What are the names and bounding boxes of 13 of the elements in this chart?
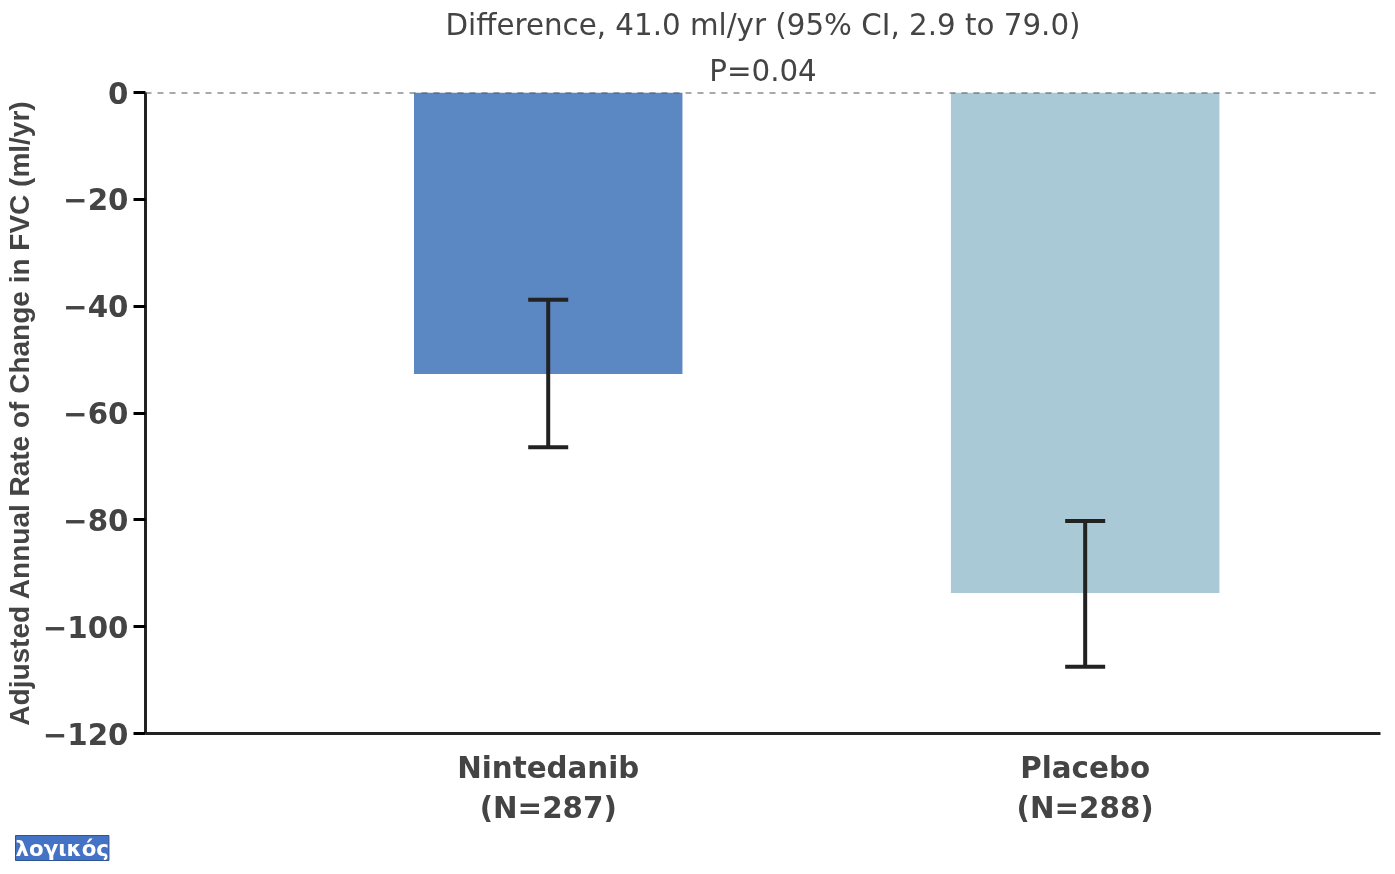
y-tick-label: −40 (63, 290, 129, 325)
x-tick-label: Placebo (N=288) (1016, 750, 1154, 826)
y-tick-label: −100 (42, 610, 129, 645)
y-tick-label: −80 (63, 503, 129, 538)
text: λογικός (15, 835, 109, 861)
chart-subtitle: P=0.04 (709, 53, 817, 88)
y-axis-title: Adjusted Annual Rate of Change in FVC (ml/yr) (3, 101, 35, 726)
x-tick-label: Nintedanib (N=287) (457, 750, 640, 826)
y-tick-label: −20 (63, 183, 129, 218)
y-tick-label: 0 (108, 76, 129, 111)
y-tick-label: −60 (63, 397, 129, 431)
chart-title: Difference, 41.0 ml/yr (95% CI, 2.9 to 79.0) (445, 7, 1081, 42)
y-tick-label: −120 (42, 717, 129, 752)
